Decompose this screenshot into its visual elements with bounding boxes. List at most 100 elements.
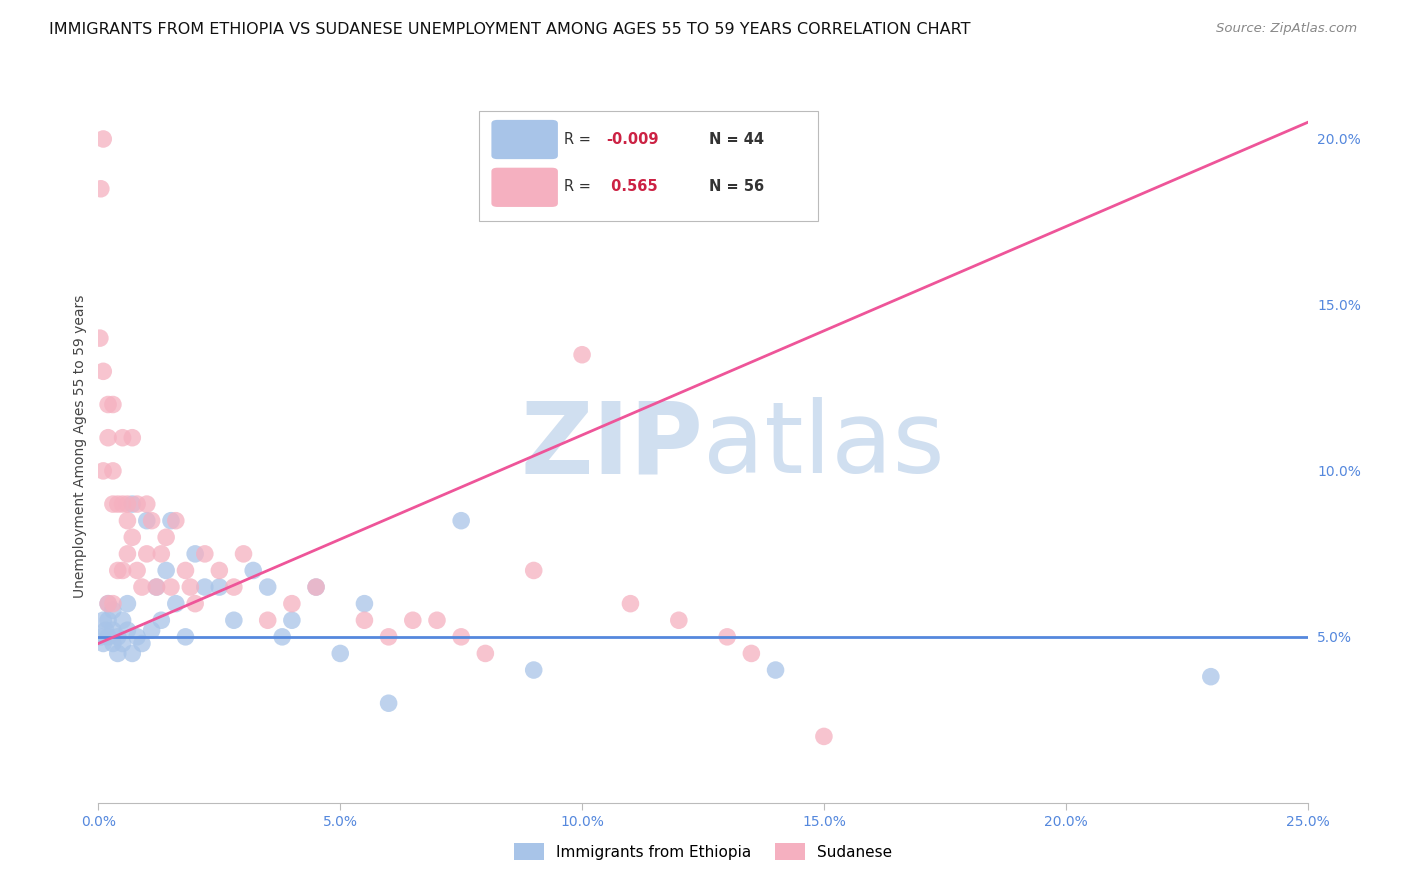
Point	[377, 630, 399, 644]
Text: -0.009: -0.009	[606, 132, 659, 146]
Point	[184, 547, 207, 561]
Point	[111, 613, 134, 627]
Text: ZIP: ZIP	[520, 398, 703, 494]
Point	[117, 624, 139, 638]
Point	[716, 630, 738, 644]
Point	[121, 647, 143, 661]
Point	[97, 397, 120, 411]
Point	[107, 564, 129, 578]
Point	[1199, 670, 1222, 684]
Point	[402, 613, 425, 627]
Point	[571, 348, 593, 362]
Point	[145, 580, 167, 594]
Point	[305, 580, 328, 594]
FancyBboxPatch shape	[492, 168, 558, 207]
Text: R =: R =	[564, 179, 596, 194]
Point	[111, 431, 134, 445]
Point	[91, 636, 114, 650]
Point	[155, 564, 177, 578]
Point	[131, 580, 153, 594]
Point	[174, 630, 197, 644]
Point	[94, 624, 117, 638]
Point	[91, 464, 114, 478]
Point	[208, 580, 231, 594]
Point	[121, 431, 143, 445]
Point	[117, 597, 139, 611]
Point	[141, 514, 163, 528]
Point	[97, 630, 120, 644]
Point	[117, 514, 139, 528]
Point	[377, 696, 399, 710]
Point	[127, 630, 149, 644]
Point	[256, 580, 278, 594]
Point	[208, 564, 231, 578]
Point	[107, 647, 129, 661]
Point	[281, 597, 304, 611]
Point	[619, 597, 641, 611]
Point	[141, 624, 163, 638]
Point	[256, 613, 278, 627]
Point	[91, 613, 114, 627]
Point	[101, 636, 124, 650]
Point	[179, 580, 201, 594]
Point	[222, 580, 245, 594]
Point	[101, 497, 124, 511]
Point	[91, 132, 114, 146]
Point	[89, 331, 111, 345]
Point	[474, 647, 496, 661]
Point	[127, 497, 149, 511]
Point	[813, 730, 835, 744]
Point	[165, 597, 187, 611]
Point	[107, 630, 129, 644]
Point	[450, 630, 472, 644]
Point	[353, 613, 375, 627]
Point	[353, 597, 375, 611]
Point	[117, 497, 139, 511]
Point	[740, 647, 762, 661]
Point	[135, 497, 157, 511]
Point	[271, 630, 294, 644]
Point	[121, 530, 143, 544]
Point	[765, 663, 787, 677]
Point	[111, 497, 134, 511]
Point	[281, 613, 304, 627]
Y-axis label: Unemployment Among Ages 55 to 59 years: Unemployment Among Ages 55 to 59 years	[73, 294, 87, 598]
Point	[101, 397, 124, 411]
Point	[101, 597, 124, 611]
Point	[305, 580, 328, 594]
Point	[131, 636, 153, 650]
Point	[150, 613, 173, 627]
Point	[135, 547, 157, 561]
Point	[174, 564, 197, 578]
Text: 0.565: 0.565	[606, 179, 658, 194]
Point	[90, 630, 112, 644]
Point	[194, 547, 217, 561]
Point	[160, 580, 183, 594]
Point	[232, 547, 254, 561]
Point	[426, 613, 449, 627]
Point	[111, 636, 134, 650]
Text: atlas: atlas	[703, 398, 945, 494]
Point	[121, 497, 143, 511]
Point	[329, 647, 352, 661]
Text: N = 56: N = 56	[709, 179, 765, 194]
Point	[135, 514, 157, 528]
Point	[101, 624, 124, 638]
Point	[97, 597, 120, 611]
Point	[150, 547, 173, 561]
Point	[97, 613, 120, 627]
Point	[668, 613, 690, 627]
Point	[165, 514, 187, 528]
FancyBboxPatch shape	[479, 111, 818, 221]
Point	[101, 603, 124, 617]
Point	[523, 564, 546, 578]
Point	[242, 564, 264, 578]
Point	[91, 364, 114, 378]
Point	[155, 530, 177, 544]
Legend: Immigrants from Ethiopia, Sudanese: Immigrants from Ethiopia, Sudanese	[508, 837, 898, 866]
Point	[107, 497, 129, 511]
Point	[127, 564, 149, 578]
Point	[194, 580, 217, 594]
Point	[450, 514, 472, 528]
Point	[111, 564, 134, 578]
